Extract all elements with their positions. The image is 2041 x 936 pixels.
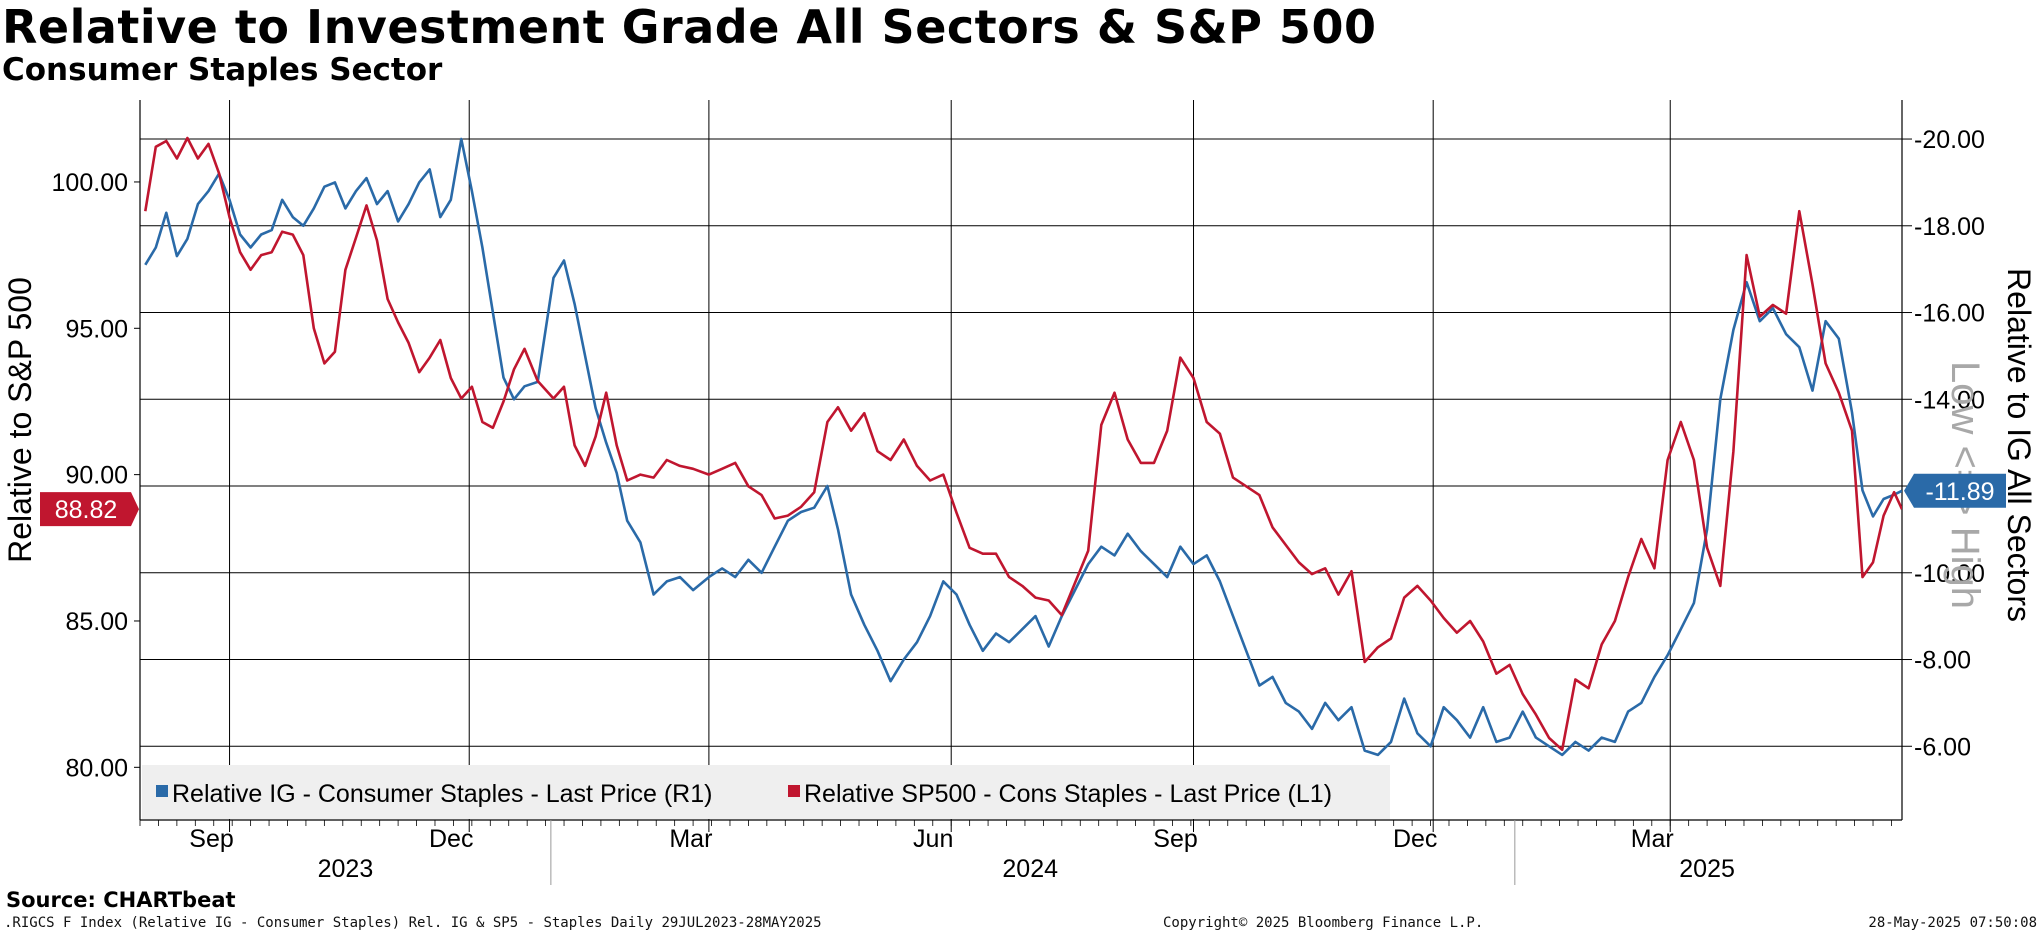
series-line-ig	[144, 137, 1902, 757]
series-line-sp500	[144, 136, 1902, 752]
x-month-label: Jun	[913, 825, 953, 853]
x-year-label: 2023	[318, 855, 374, 883]
last-value-label-ig: -11.89	[1925, 478, 1994, 506]
right-tick-label: -10.00	[1914, 560, 1985, 588]
right-tick-label: -6.00	[1914, 733, 1971, 761]
left-tick-label: 95.00	[65, 315, 128, 343]
x-month-label: Mar	[669, 825, 712, 853]
y-right-axis-title: Relative to IG All Sectors	[2001, 268, 2037, 622]
footer-copyright: Copyright© 2025 Bloomberg Finance L.P.	[1163, 915, 1484, 931]
y-left-axis-title: Relative to S&P 500	[2, 277, 38, 563]
legend-swatch-ig	[156, 785, 168, 797]
footer-index-info: .RIGCS F Index (Relative IG - Consumer S…	[4, 915, 822, 931]
left-tick-label: 90.00	[65, 462, 128, 490]
left-tick-label: 85.00	[65, 608, 128, 636]
chart-legend: Relative IG - Consumer Staples - Last Pr…	[142, 765, 1390, 819]
footer-timestamp: 28-May-2025 07:50:08	[1868, 915, 2037, 931]
legend-swatch-sp500	[788, 785, 800, 797]
x-month-label: Sep	[189, 825, 233, 853]
chart-title: Relative to Investment Grade All Sectors…	[2, 0, 1377, 54]
right-tick-label: -20.00	[1914, 126, 1985, 154]
left-tick-label: 100.00	[52, 169, 128, 197]
x-year-label: 2025	[1679, 855, 1735, 883]
legend-label-sp500: Relative SP500 - Cons Staples - Last Pri…	[804, 780, 1332, 808]
last-value-label-sp500: 88.82	[55, 496, 118, 524]
last-value-tag-ig	[1904, 473, 2006, 508]
x-month-label: Mar	[1631, 825, 1674, 853]
left-tick-label: 80.00	[65, 754, 128, 782]
legend-background	[142, 765, 1390, 819]
x-month-label: Dec	[429, 825, 473, 853]
legend-label-ig: Relative IG - Consumer Staples - Last Pr…	[172, 780, 712, 808]
chart-subtitle: Consumer Staples Sector	[2, 52, 443, 88]
right-tick-label: -8.00	[1914, 647, 1971, 675]
right-tick-label: -18.00	[1914, 213, 1985, 241]
last-value-tag-sp500	[40, 492, 139, 527]
source-note: Source: CHARTbeat	[6, 888, 236, 912]
right-tick-label: -16.00	[1914, 300, 1985, 328]
x-year-label: 2024	[1002, 855, 1058, 883]
right-tick-label: -14.00	[1914, 386, 1985, 414]
x-month-label: Dec	[1393, 825, 1437, 853]
x-month-label: Sep	[1153, 825, 1197, 853]
